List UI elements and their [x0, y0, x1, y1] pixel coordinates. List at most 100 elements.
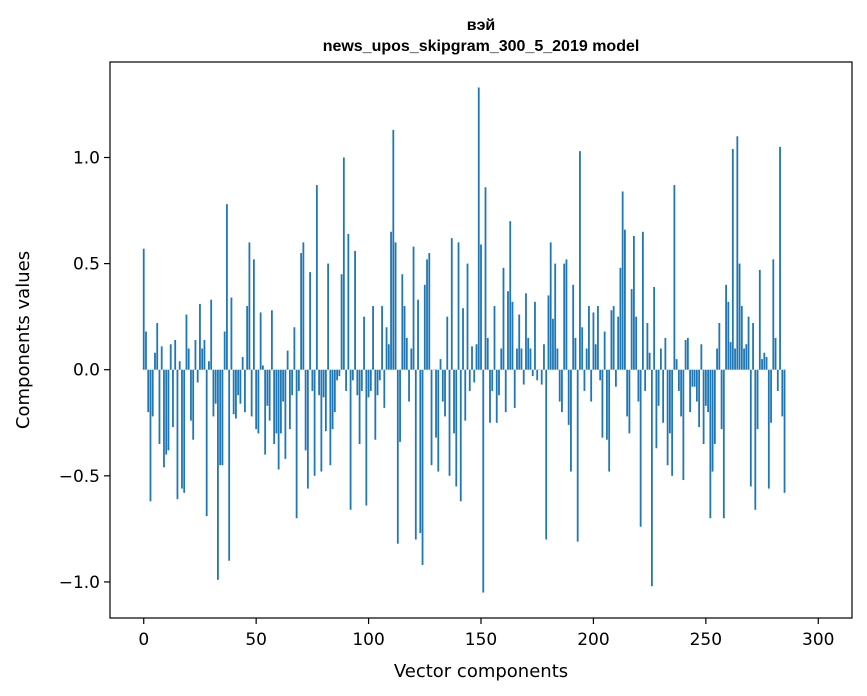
bar-24 — [196, 369, 199, 383]
bar-103 — [374, 369, 377, 440]
bar-236 — [673, 185, 676, 370]
bar-144 — [466, 263, 469, 370]
bar-158 — [498, 369, 500, 396]
bar-145 — [468, 369, 471, 391]
bar-151 — [482, 369, 485, 593]
bar-78 — [318, 369, 321, 396]
bar-70 — [300, 252, 303, 370]
bar-280 — [772, 259, 775, 370]
bar-141 — [459, 369, 462, 502]
bar-245 — [693, 369, 696, 387]
bar-43 — [239, 369, 242, 404]
bar-139 — [455, 369, 458, 487]
bar-58 — [273, 369, 276, 444]
chart-title: вэй — [467, 17, 496, 34]
bar-113 — [396, 369, 399, 544]
bar-203 — [599, 369, 602, 381]
bar-266 — [740, 306, 743, 370]
bar-192 — [574, 337, 577, 370]
bar-260 — [727, 301, 730, 370]
bar-111 — [392, 129, 395, 370]
bar-97 — [360, 369, 363, 391]
bar-66 — [291, 369, 294, 396]
y-tick-label: 0.0 — [73, 361, 100, 381]
bar-65 — [288, 369, 291, 430]
bar-162 — [507, 291, 509, 370]
bar-127 — [428, 252, 431, 370]
bar-207 — [608, 369, 611, 472]
bar-230 — [659, 348, 662, 370]
bar-28 — [205, 369, 208, 517]
bar-269 — [747, 316, 750, 370]
bar-142 — [462, 308, 464, 370]
bar-226 — [650, 369, 653, 587]
bar-171 — [527, 337, 530, 370]
bar-35 — [221, 369, 224, 466]
bar-131 — [437, 369, 440, 472]
bar-222 — [641, 231, 644, 370]
bar-46 — [246, 306, 249, 370]
bar-267 — [743, 348, 745, 370]
bar-120 — [412, 246, 415, 370]
bar-25 — [199, 303, 201, 370]
bar-196 — [583, 369, 586, 391]
bar-38 — [228, 369, 231, 561]
bar-209 — [612, 306, 615, 370]
y-axis-ticks: −1.0 −0.5 0.0 0.5 1.0 — [59, 148, 110, 593]
bar-231 — [662, 369, 665, 423]
bar-114 — [399, 369, 401, 442]
bar-152 — [484, 187, 487, 370]
bar-223 — [644, 369, 647, 391]
bar-14 — [174, 340, 177, 370]
bar-274 — [758, 269, 761, 370]
bar-261 — [729, 342, 732, 370]
plot-area-frame — [109, 61, 853, 619]
bar-275 — [761, 359, 763, 370]
bar-268 — [745, 344, 748, 370]
bar-219 — [635, 316, 638, 370]
bar-229 — [657, 369, 660, 406]
bar-168 — [520, 348, 523, 370]
bar-104 — [376, 369, 379, 396]
bar-214 — [624, 229, 626, 370]
bar-108 — [385, 327, 388, 370]
bar-146 — [471, 346, 473, 370]
bar-237 — [675, 359, 678, 370]
bar-137 — [450, 238, 453, 370]
bar-76 — [313, 369, 316, 476]
bar-63 — [284, 369, 287, 459]
bar-217 — [630, 289, 633, 370]
bar-202 — [597, 306, 599, 370]
bar-49 — [253, 259, 255, 370]
bar-12 — [169, 344, 172, 370]
bar-179 — [545, 369, 548, 540]
bar-116 — [403, 306, 406, 370]
bar-246 — [695, 369, 698, 402]
bar-256 — [718, 323, 721, 370]
bar-119 — [410, 348, 413, 370]
bar-161 — [504, 369, 507, 413]
bar-193 — [576, 369, 579, 542]
bar-149 — [477, 87, 480, 370]
bar-42 — [237, 369, 240, 396]
bar-147 — [473, 369, 476, 383]
y-tick-label: −0.5 — [59, 467, 100, 487]
bar-258 — [722, 369, 725, 519]
bar-96 — [358, 369, 361, 444]
bar-11 — [167, 369, 170, 451]
bar-100 — [367, 369, 370, 398]
bar-40 — [232, 369, 235, 415]
x-axis-ticks: 0 50 100 150 200 250 300 — [138, 618, 834, 650]
bar-117 — [405, 337, 408, 370]
bar-180 — [547, 295, 550, 370]
bar-34 — [219, 369, 222, 466]
bar-115 — [401, 274, 404, 370]
y-tick-label: −1.0 — [59, 573, 100, 593]
bar-148 — [475, 344, 478, 370]
bar-71 — [302, 242, 305, 370]
y-tick-label: 1.0 — [73, 148, 100, 168]
bar-86 — [336, 369, 338, 381]
bar-101 — [369, 369, 372, 391]
bar-227 — [653, 286, 656, 370]
bar-239 — [680, 369, 683, 417]
